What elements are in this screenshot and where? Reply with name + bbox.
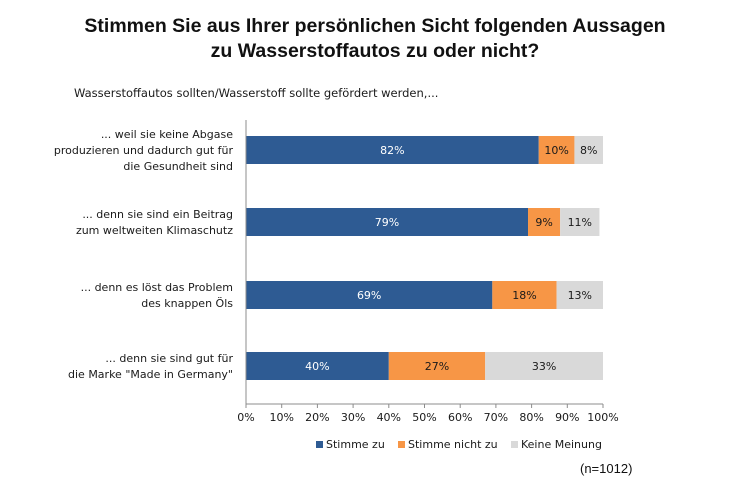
x-tick-label: 70%	[484, 411, 508, 424]
legend-label: Keine Meinung	[521, 438, 602, 451]
category-label: ... denn sie sind gut für	[105, 352, 233, 365]
bar-segment	[246, 136, 539, 164]
chart-subtitle: Wasserstoffautos sollten/Wasserstoff sol…	[74, 86, 439, 100]
data-label: 27%	[425, 360, 449, 373]
x-tick-label: 90%	[555, 411, 579, 424]
data-label: 82%	[380, 144, 404, 157]
chart-title-line-1: Stimmen Sie aus Ihrer persönlichen Sicht…	[84, 15, 666, 37]
legend-swatch	[511, 441, 518, 448]
x-tick-label: 50%	[412, 411, 436, 424]
bar-segment	[246, 281, 493, 309]
data-label: 79%	[375, 216, 399, 229]
bar-segment	[560, 208, 600, 236]
category-label: zum weltweiten Klimaschutz	[76, 224, 233, 237]
bar-segment	[485, 352, 603, 380]
bar-segment	[246, 352, 389, 380]
category-label: ... weil sie keine Abgase	[101, 128, 233, 141]
x-tick-label: 10%	[269, 411, 293, 424]
bar-segment	[388, 352, 486, 380]
category-label: die Marke "Made in Germany"	[68, 368, 233, 381]
data-label: 11%	[568, 216, 592, 229]
data-label: 10%	[544, 144, 568, 157]
x-tick-label: 20%	[305, 411, 329, 424]
x-tick-label: 30%	[341, 411, 365, 424]
data-label: 18%	[512, 289, 536, 302]
bar-segment	[574, 136, 603, 164]
x-tick-label: 60%	[448, 411, 472, 424]
category-label: des knappen Öls	[141, 297, 233, 310]
category-label: produzieren und dadurch gut für	[54, 144, 234, 157]
chart-title-line-2: zu Wasserstoffautos zu oder nicht?	[210, 40, 540, 62]
bar-segment	[556, 281, 603, 309]
x-tick-label: 0%	[237, 411, 254, 424]
data-label: 8%	[580, 144, 597, 157]
bar-segment	[246, 208, 529, 236]
data-label: 13%	[568, 289, 592, 302]
category-label: ... denn es löst das Problem	[81, 281, 233, 294]
x-tick-label: 100%	[587, 411, 618, 424]
bar-segment	[492, 281, 557, 309]
x-tick-label: 80%	[519, 411, 543, 424]
legend-swatch	[316, 441, 323, 448]
bar-segment	[528, 208, 561, 236]
chart-title: Stimmen Sie aus Ihrer persönlichen Sicht…	[0, 14, 750, 64]
x-tick-label: 40%	[377, 411, 401, 424]
data-label: 9%	[535, 216, 552, 229]
sample-size-note: (n=1012)	[580, 461, 633, 476]
legend-label: Stimme nicht zu	[408, 438, 498, 451]
data-label: 69%	[357, 289, 381, 302]
category-label: die Gesundheit sind	[123, 160, 233, 173]
legend-label: Stimme zu	[326, 438, 385, 451]
legend-swatch	[398, 441, 405, 448]
category-label: ... denn sie sind ein Beitrag	[82, 208, 233, 221]
data-label: 40%	[305, 360, 329, 373]
bar-segment	[538, 136, 575, 164]
data-label: 33%	[532, 360, 556, 373]
